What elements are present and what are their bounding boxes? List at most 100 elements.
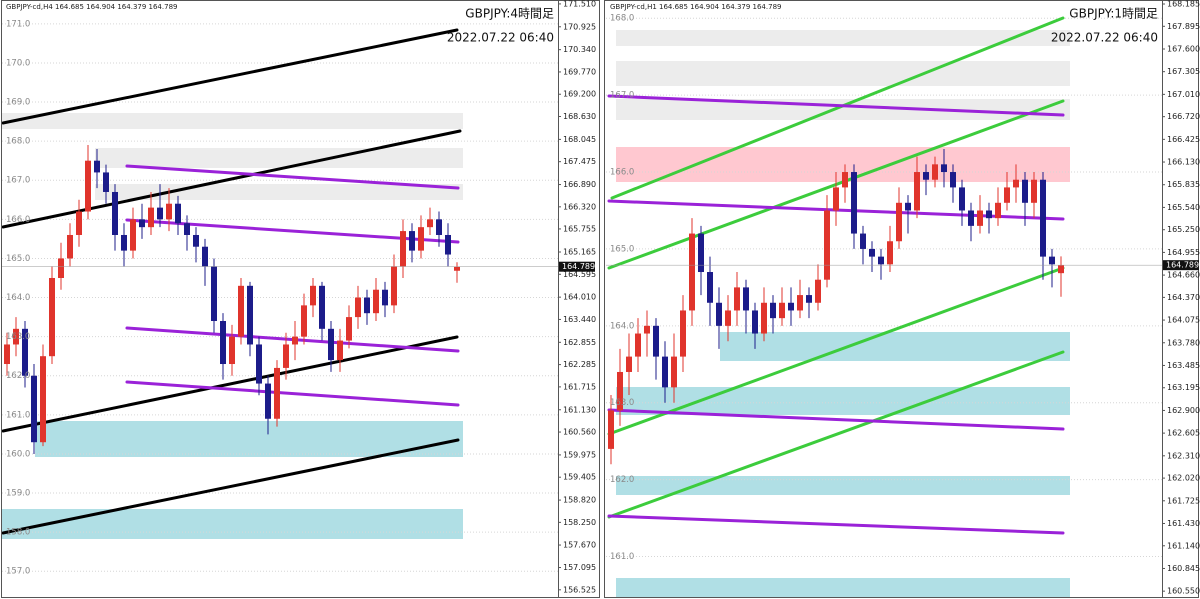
grid-label: 166.0 (6, 215, 30, 225)
candle-body (644, 325, 650, 334)
y-tick-label: 163.440 (563, 315, 596, 324)
y-tick-label: 158.250 (563, 518, 596, 527)
y-tick-label: 164.660 (1167, 271, 1200, 280)
grid-label: 164.0 (6, 293, 30, 303)
y-tick-label: 161.725 (1167, 496, 1200, 505)
channel-line (1, 335, 459, 433)
y-tick-label: 160.845 (1167, 564, 1200, 573)
channel-line (607, 514, 1065, 535)
candle-body (743, 287, 749, 311)
candle-body (923, 172, 929, 180)
zone (616, 30, 1070, 46)
candle-body (698, 233, 704, 273)
y-tick-label: 164.595 (563, 270, 596, 279)
y-tick-label: 164.370 (1167, 293, 1200, 302)
last-price-label: 164.789 (562, 262, 595, 271)
y-tick-label: 160.560 (563, 428, 596, 437)
y-tick-label: 157.670 (563, 541, 596, 550)
candle-body (310, 285, 316, 306)
drawing-objects (2, 30, 1070, 597)
candle-body (671, 356, 677, 388)
y-tick-label: 161.715 (563, 382, 596, 391)
candle-body (103, 172, 109, 192)
candle-body (608, 410, 614, 449)
grid-label: 168.0 (6, 137, 30, 147)
y-tick-label: 162.900 (1167, 406, 1200, 415)
candle-body (40, 356, 46, 443)
candle-body (265, 383, 271, 419)
candle-body (968, 210, 974, 226)
candle-body (680, 310, 686, 357)
candle-body (139, 219, 145, 228)
panel-border (604, 0, 1199, 598)
candle-body (797, 295, 803, 311)
grid-label: 167.0 (6, 176, 30, 186)
y-tick-label: 161.140 (1167, 541, 1200, 550)
candle-body (977, 210, 983, 226)
channel-line (1, 129, 462, 229)
y-tick-label: 164.955 (1167, 248, 1200, 257)
y-tick-label: 162.605 (1167, 429, 1200, 438)
candle-body (427, 219, 433, 228)
candle-body (58, 258, 64, 278)
zone (720, 332, 1070, 361)
channel-line (607, 266, 1065, 436)
grid-label: 169.0 (6, 98, 30, 108)
candle-body (770, 302, 776, 319)
zone (616, 578, 1070, 597)
y-tick-label: 162.285 (563, 360, 596, 369)
candle-body (914, 172, 920, 211)
y-tick-label: 160.550 (1167, 587, 1200, 596)
candle-body (256, 344, 262, 384)
y-tick-label: 161.430 (1167, 519, 1200, 528)
grid-label: 166.0 (610, 168, 634, 178)
candle-body (274, 367, 280, 419)
candle-body (373, 289, 379, 314)
candle-body (626, 356, 632, 372)
y-tick-label: 165.835 (1167, 180, 1200, 189)
y-tick-label: 157.095 (563, 563, 596, 572)
candle-body (4, 344, 10, 365)
zone (35, 421, 463, 457)
channel-line (607, 94, 1065, 117)
chart-header: GBPJPY-cd,H1 164.685 164.904 164.379 164… (610, 3, 781, 11)
candle-body (806, 295, 812, 303)
candle-body (319, 285, 325, 329)
candle-body (1013, 179, 1019, 188)
y-tick-label: 164.010 (563, 293, 596, 302)
candle-body (851, 172, 857, 234)
y-tick-label: 164.075 (1167, 316, 1200, 325)
candle-body (292, 336, 298, 345)
grid-label: 167.0 (610, 91, 634, 101)
grid-label: 170.0 (6, 58, 30, 68)
channel-line (610, 16, 1065, 200)
candle-body (869, 248, 875, 257)
y-tick-label: 161.130 (563, 405, 596, 414)
candle-body (220, 321, 226, 365)
y-tick-label: 170.925 (563, 22, 596, 31)
candles (4, 145, 1064, 465)
candle-body (157, 207, 163, 220)
candle-body (653, 325, 659, 357)
channel-line (125, 380, 460, 407)
candle-body (752, 310, 758, 334)
y-tick-label: 163.780 (1167, 338, 1200, 347)
candle-body (436, 219, 442, 235)
candle-body (707, 272, 713, 303)
candle-body (445, 234, 451, 255)
candle-body (31, 375, 37, 443)
panel-border (1, 0, 600, 598)
candle-body (1058, 265, 1064, 274)
candle-body (166, 203, 172, 220)
zone (2, 113, 463, 129)
grid-label: 165.0 (610, 244, 634, 254)
y-tick-label: 166.320 (563, 202, 596, 211)
candle-body (202, 246, 208, 267)
y-tick-label: 166.890 (563, 180, 596, 189)
grid-label: 158.0 (6, 528, 30, 538)
candle-body (1031, 179, 1037, 203)
candle-body (1022, 179, 1028, 203)
y-tick-label: 170.340 (563, 45, 596, 54)
